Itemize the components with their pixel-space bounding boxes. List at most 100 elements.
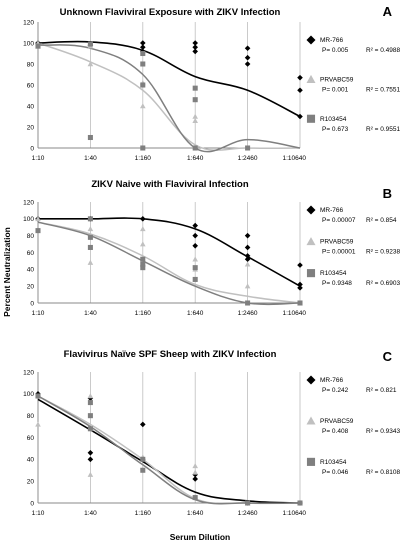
legend-p-value: P= 0.046 (322, 469, 349, 476)
data-point-r103454 (35, 393, 41, 399)
legend-p-value: P= 0.9348 (322, 280, 352, 287)
x-tick-label: 1:10 (32, 155, 45, 162)
data-point-r103454 (140, 50, 146, 57)
data-point-prvabc59 (140, 103, 146, 109)
y-axis-label: Percent Neutralization (2, 227, 12, 317)
x-tick-label: 1:40 (84, 510, 97, 517)
y-tick-label: 40 (27, 267, 35, 274)
fit-line-mr-766 (37, 40, 301, 118)
legend-marker-prvabc59 (306, 416, 316, 425)
legend-marker-r103454 (306, 114, 316, 123)
y-tick-label: 20 (27, 283, 35, 290)
data-point-prvabc59 (87, 393, 94, 399)
data-point-r103454 (140, 265, 146, 271)
legend-r-squared: R² = 0.9238 (366, 249, 401, 256)
x-tick-label: 1:2460 (238, 310, 258, 317)
data-point-mr-766 (87, 456, 94, 463)
data-point-mr-766 (244, 45, 251, 52)
legend-p-value: P= 0.00001 (322, 249, 356, 256)
data-point-mr-766 (140, 421, 146, 428)
data-point-mr-766 (297, 262, 303, 268)
legend-marker-mr-766 (306, 205, 316, 215)
y-tick-label: 40 (27, 103, 35, 110)
data-point-r103454 (140, 82, 146, 88)
legend-p-value: P= 0.408 (322, 428, 349, 435)
x-tick-label: 1:10 (32, 510, 45, 517)
data-point-r103454 (87, 41, 93, 47)
x-tick-label: 1:2460 (238, 155, 258, 162)
legend-marker-prvabc59 (306, 237, 316, 246)
legend-r-squared: R² = 0.821 (366, 387, 397, 394)
x-tick-label: 1:160 (135, 310, 152, 317)
data-point-r103454 (297, 300, 303, 306)
data-point-r103454 (192, 85, 198, 91)
data-point-r103454 (192, 495, 198, 501)
data-point-r103454 (245, 500, 251, 506)
data-point-prvabc59 (87, 61, 94, 67)
data-point-r103454 (140, 256, 146, 262)
x-tick-label: 1:10640 (283, 310, 307, 317)
data-point-r103454 (245, 300, 251, 306)
fit-line-r103454 (37, 44, 301, 153)
y-tick-label: 120 (23, 19, 34, 26)
data-point-r103454 (192, 276, 198, 282)
data-point-mr-766 (297, 87, 303, 94)
legend-marker-r103454 (306, 269, 316, 278)
legend-series-name: MR-766 (320, 377, 344, 384)
y-tick-label: 60 (27, 250, 35, 257)
y-tick-label: 80 (27, 61, 35, 68)
data-point-mr-766 (192, 48, 198, 55)
data-point-r103454 (87, 134, 93, 141)
data-point-mr-766 (297, 113, 303, 120)
legend-p-value: P= 0.005 (322, 47, 349, 54)
x-axis-label: Serum Dilution (170, 532, 230, 542)
legend-marker-mr-766 (306, 35, 316, 45)
legend-p-value: P= 0.001 (322, 86, 349, 93)
fit-line-mr-766 (38, 217, 301, 287)
data-point-r103454 (140, 145, 146, 151)
y-tick-label: 60 (27, 435, 35, 442)
data-point-mr-766 (192, 222, 198, 229)
fit-line-mr-766 (37, 398, 301, 504)
panel-c: Flavivirus Naïve SPF Sheep with ZIKV Inf… (23, 349, 400, 517)
data-point-prvabc59 (192, 117, 198, 123)
y-tick-label: 100 (23, 40, 34, 47)
fit-line-prvabc59 (37, 395, 301, 505)
legend-marker-prvabc59 (306, 74, 316, 83)
data-point-r103454 (245, 145, 251, 151)
legend-marker-r103454 (306, 457, 316, 466)
panel-letter: B (383, 186, 392, 201)
legend-series-name: R103454 (320, 116, 347, 123)
x-tick-label: 1:10 (32, 310, 45, 317)
data-point-mr-766 (244, 232, 251, 239)
data-point-mr-766 (244, 61, 251, 67)
data-point-prvabc59 (87, 471, 94, 477)
panel-title: ZIKV Naive with Flaviviral Infection (91, 179, 249, 190)
data-point-r103454 (87, 400, 93, 406)
legend-p-value: P= 0.242 (322, 387, 349, 394)
x-tick-label: 1:10640 (283, 155, 307, 162)
data-point-r103454 (35, 43, 41, 49)
x-tick-label: 1:40 (84, 310, 97, 317)
legend-series-name: PRVABC59 (320, 239, 354, 246)
x-tick-label: 1:2460 (238, 510, 258, 517)
data-point-r103454 (140, 467, 146, 473)
legend-p-value: P= 0.673 (322, 126, 349, 133)
x-tick-label: 1:160 (135, 155, 152, 162)
data-point-prvabc59 (244, 261, 251, 267)
data-point-mr-766 (192, 40, 198, 46)
data-point-prvabc59 (244, 283, 251, 289)
data-point-prvabc59 (35, 216, 41, 222)
data-point-mr-766 (87, 449, 94, 456)
data-point-mr-766 (192, 232, 198, 239)
data-point-mr-766 (297, 285, 303, 291)
data-point-r103454 (87, 234, 93, 240)
data-point-r103454 (140, 261, 146, 267)
legend-series-name: PRVABC59 (320, 418, 354, 425)
data-point-r103454 (87, 413, 93, 419)
x-tick-label: 1:10640 (283, 510, 307, 517)
data-point-prvabc59 (87, 259, 94, 265)
fit-line-r103454 (37, 221, 301, 306)
legend-r-squared: R² = 0.854 (366, 217, 397, 224)
panel-title: Flavivirus Naïve SPF Sheep with ZIKV Inf… (64, 349, 277, 360)
